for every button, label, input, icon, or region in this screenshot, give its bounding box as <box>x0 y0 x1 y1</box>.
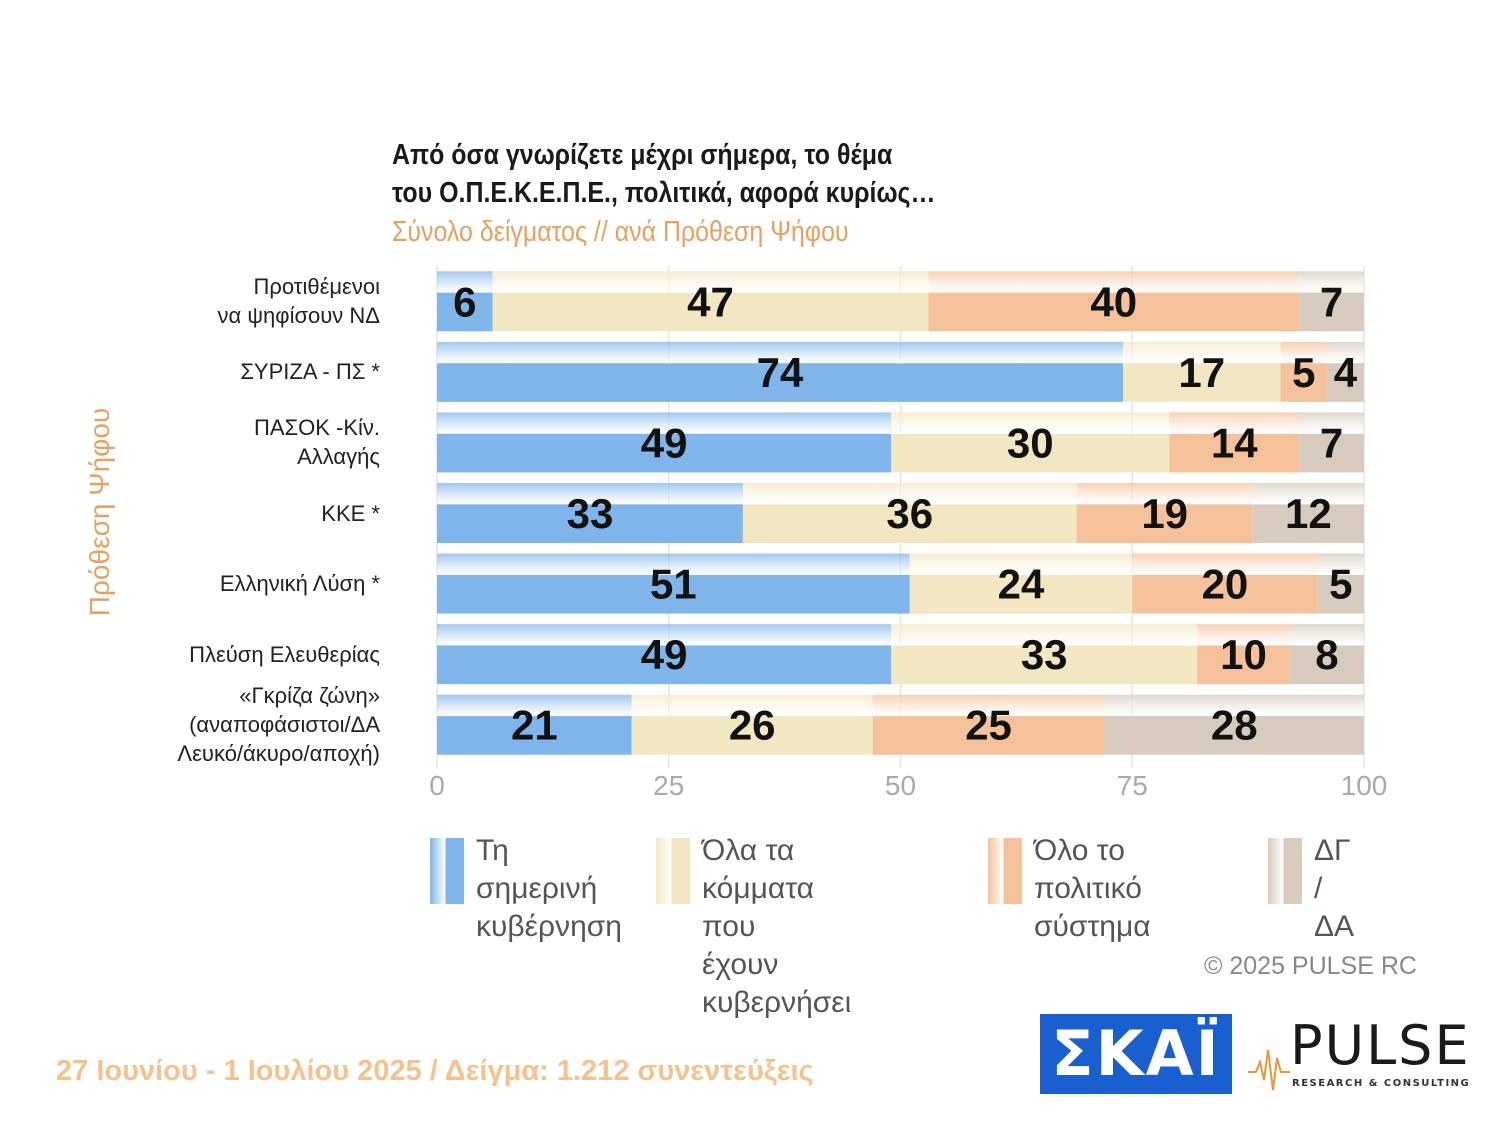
bar-value-label: 10 <box>1220 631 1267 678</box>
bar-segment <box>1299 412 1364 473</box>
legend-label: Όλα τα κόμματα που έχουν κυβερνήσει <box>702 834 852 1019</box>
category-label: «Γκρίζα ζώνη» (αναποφάσιστοι/ΔΑ Λευκό/άκ… <box>177 683 380 767</box>
bar-segment <box>1299 271 1364 332</box>
x-tick-label: 0 <box>429 770 445 801</box>
bar-segment <box>437 553 910 614</box>
category-label: Προτιθέμενοι να ψηφίσουν ΝΔ <box>217 274 380 329</box>
bar-value-label: 6 <box>453 278 476 325</box>
legend-swatch <box>1268 838 1302 904</box>
bar-segment <box>1280 341 1327 402</box>
bar-value-label: 47 <box>687 278 734 325</box>
bar-segment <box>1252 483 1364 543</box>
category-label: Ελληνική Λύση * <box>219 571 380 597</box>
legend-label: Τη σημερινή κυβέρνηση <box>476 834 622 943</box>
bar-value-label: 40 <box>1090 278 1137 325</box>
bar-segment <box>891 412 1170 473</box>
bar-segment <box>1132 553 1318 614</box>
bar-segment <box>1197 624 1290 685</box>
bar-value-label: 7 <box>1320 278 1343 325</box>
chart-legend: Τη σημερινή κυβέρνηση Όλα τα κόμματα που … <box>430 832 1390 1019</box>
bar-value-label: 5 <box>1329 561 1352 608</box>
x-tick-label: 75 <box>1117 770 1148 801</box>
legend-swatch <box>430 838 464 904</box>
skai-logo: ΣΚΑΪ <box>1040 1014 1232 1094</box>
chart-subtitle: Σύνολο δείγματος // ανά Πρόθεση Ψήφου <box>392 216 849 248</box>
bar-value-label: 33 <box>1021 631 1068 678</box>
chart-title-line: Από όσα γνωρίζετε μέχρι σήμερα, το θέμα <box>392 139 893 171</box>
bar-value-label: 5 <box>1292 349 1315 396</box>
bar-segment <box>1122 341 1281 402</box>
bar-segment <box>437 483 743 543</box>
pulse-logo: PULSE RESEARCH & CONSULTING <box>1246 1010 1476 1100</box>
bar-segment <box>1289 624 1364 685</box>
bar-segment <box>1104 694 1364 755</box>
bar-segment <box>437 341 1123 402</box>
category-label: Πλεύση Ελευθερίας <box>189 641 380 667</box>
bar-value-label: 51 <box>650 561 697 608</box>
bar-segment <box>437 271 493 332</box>
copyright-notice: © 2025 PULSE RC <box>1204 952 1417 980</box>
legend-label: Όλο το πολιτικό σύστημα <box>1034 834 1151 943</box>
bar-value-label: 36 <box>886 490 933 537</box>
survey-footer: 27 Ιουνίου - 1 Ιουλίου 2025 / Δείγμα: 1.… <box>56 1055 814 1087</box>
category-label: ΣΥΡΙΖΑ - ΠΣ * <box>240 359 380 385</box>
bar-segment <box>437 694 632 755</box>
bar-value-label: 4 <box>1334 349 1358 396</box>
category-label: ΠΑΣΟΚ -Κίν. Αλλαγής <box>253 415 380 470</box>
bar-value-label: 12 <box>1285 490 1332 537</box>
bar-value-label: 33 <box>567 490 614 537</box>
bar-value-label: 30 <box>1007 419 1054 466</box>
bar-value-label: 20 <box>1202 561 1249 608</box>
bar-value-label: 17 <box>1178 349 1225 396</box>
bar-value-label: 8 <box>1315 631 1338 678</box>
bar-segment <box>437 412 892 473</box>
bar-value-label: 14 <box>1211 419 1258 466</box>
pulse-heartbeat-icon <box>1248 1049 1290 1091</box>
bar-segment <box>872 694 1105 755</box>
bar-segment <box>891 624 1198 685</box>
bar-segment <box>909 553 1133 614</box>
bar-segment <box>1076 483 1253 543</box>
bar-value-label: 24 <box>998 561 1045 608</box>
bar-value-label: 49 <box>641 419 688 466</box>
bar-segment <box>631 694 873 755</box>
bar-segment <box>1169 412 1300 473</box>
legend-label: ΔΓ / ΔΑ <box>1314 834 1355 943</box>
bar-value-label: 7 <box>1320 419 1343 466</box>
x-tick-label: 100 <box>1341 770 1388 801</box>
bar-segment <box>928 271 1300 332</box>
chart-title-line: του Ο.Π.Ε.Κ.Ε.Π.Ε., πολιτικά, αφορά κυρί… <box>392 177 936 209</box>
pulse-wordmark: PULSE <box>1290 1014 1471 1077</box>
bar-segment <box>1326 341 1364 402</box>
bar-value-label: 21 <box>511 702 558 749</box>
bar-value-label: 74 <box>757 349 804 396</box>
x-tick-label: 25 <box>653 770 684 801</box>
bar-value-label: 28 <box>1211 702 1258 749</box>
bar-segment <box>1317 553 1364 614</box>
bar-segment <box>437 624 892 685</box>
bar-value-label: 25 <box>965 702 1012 749</box>
chart-title: Από όσα γνωρίζετε μέχρι σήμερα, το θέμα τ… <box>392 136 994 212</box>
category-label: ΚΚΕ * <box>321 500 380 526</box>
pulse-tagline: RESEARCH & CONSULTING <box>1292 1078 1471 1089</box>
legend-swatch <box>656 838 690 904</box>
bar-value-label: 26 <box>729 702 776 749</box>
bar-value-label: 19 <box>1141 490 1188 537</box>
bar-value-label: 49 <box>641 631 688 678</box>
x-tick-label: 50 <box>885 770 916 801</box>
legend-swatch <box>988 838 1022 904</box>
bar-segment <box>492 271 929 332</box>
bar-segment <box>742 483 1077 543</box>
